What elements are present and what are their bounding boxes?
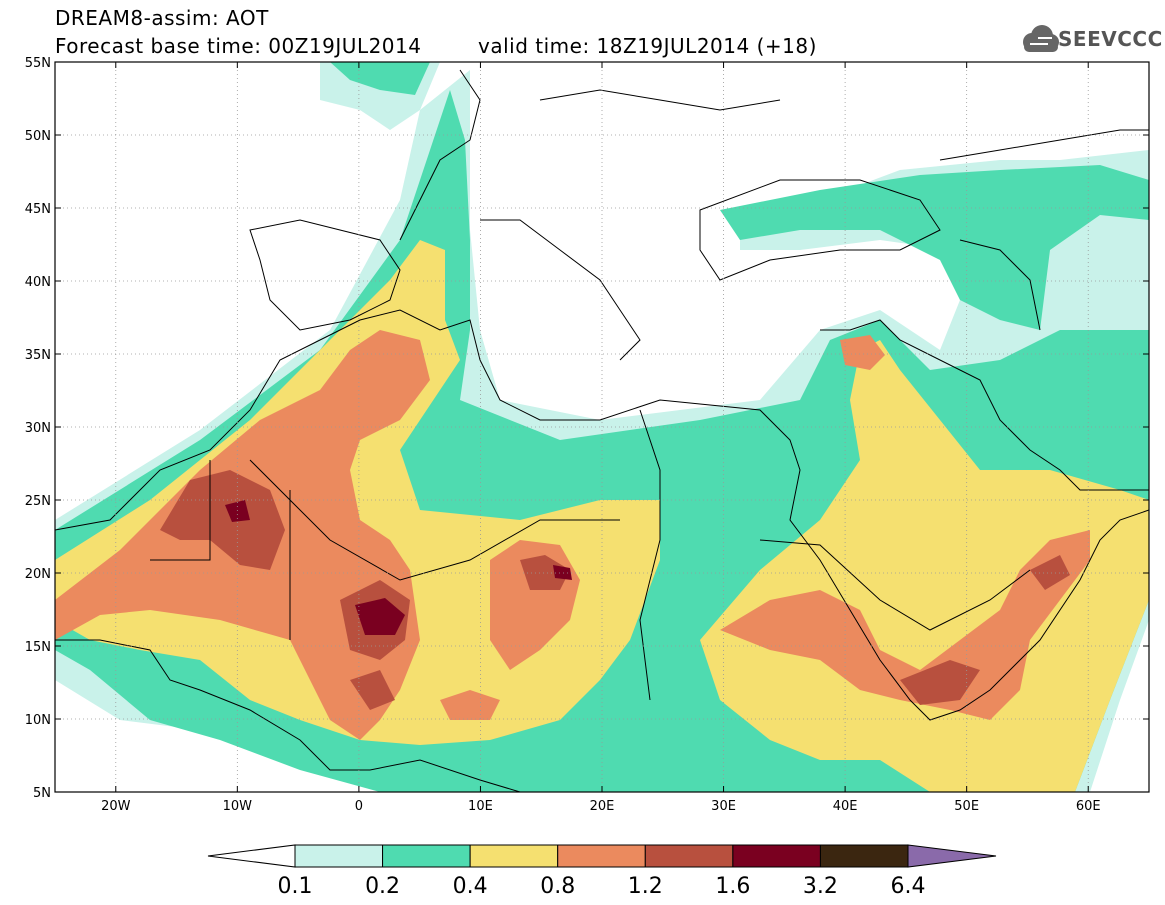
colorbar-label: 0.8 (540, 874, 575, 899)
longitude-labels: 20W 10W 0 10E 20E 30E 40E 50E 60E (101, 799, 1101, 814)
lat-label: 25N (25, 494, 51, 509)
lon-label: 60E (1076, 799, 1101, 814)
latitude-labels: 55N 50N 45N 40N 35N 30N 25N 20N 15N 10N 5N (25, 56, 51, 801)
colorbar-label: 1.2 (628, 874, 663, 899)
colorbar-segment (382, 844, 471, 868)
lon-label: 50E (954, 799, 979, 814)
gridlines (55, 62, 1149, 792)
colorbar-label: 3.2 (803, 874, 838, 899)
colorbar-segment (294, 844, 384, 868)
lon-label: 20E (590, 799, 615, 814)
lat-label: 45N (25, 202, 51, 217)
lat-label: 20N (25, 567, 51, 582)
valid-time: valid time: 18Z19JUL2014 (+18) (478, 34, 817, 58)
colorbar-segment (819, 844, 909, 868)
lon-label: 0 (355, 799, 363, 814)
axis-ticks (55, 61, 1149, 793)
lat-label: 50N (25, 129, 51, 144)
colorbar-segment (644, 844, 734, 868)
colorbar-label: 0.1 (278, 874, 313, 899)
colorbar-segment (732, 844, 821, 868)
lon-label: 30E (711, 799, 736, 814)
lat-label: 35N (25, 348, 51, 363)
colorbar-high-arrow (907, 844, 997, 868)
logo-text: SEEVCCC (1058, 27, 1163, 51)
colorbar-segment (557, 844, 646, 868)
lon-label: 10W (223, 799, 253, 814)
coastlines (55, 69, 1149, 792)
lat-label: 30N (25, 421, 51, 436)
colorbar-label: 6.4 (891, 874, 926, 899)
forecast-base-time: Forecast base time: 00Z19JUL2014 (55, 34, 422, 58)
colorbar-low-arrow (207, 844, 296, 868)
map-title: DREAM8-assim: AOT (55, 6, 269, 30)
lon-label: 20W (101, 799, 131, 814)
lat-label: 40N (25, 275, 51, 290)
lat-label: 10N (25, 713, 51, 728)
cloud-icon (1023, 25, 1059, 52)
lon-label: 10E (468, 799, 493, 814)
lat-label: 55N (25, 56, 51, 71)
lon-label: 40E (833, 799, 858, 814)
lat-label: 5N (33, 786, 51, 801)
colorbar-labels: 0.1 0.2 0.4 0.8 1.2 1.6 3.2 6.4 (278, 874, 926, 899)
colorbar (207, 844, 997, 868)
colorbar-label: 1.6 (715, 874, 750, 899)
colorbar-label: 0.2 (365, 874, 400, 899)
colorbar-segment (469, 844, 559, 868)
lat-label: 15N (25, 640, 51, 655)
colorbar-label: 0.4 (453, 874, 488, 899)
